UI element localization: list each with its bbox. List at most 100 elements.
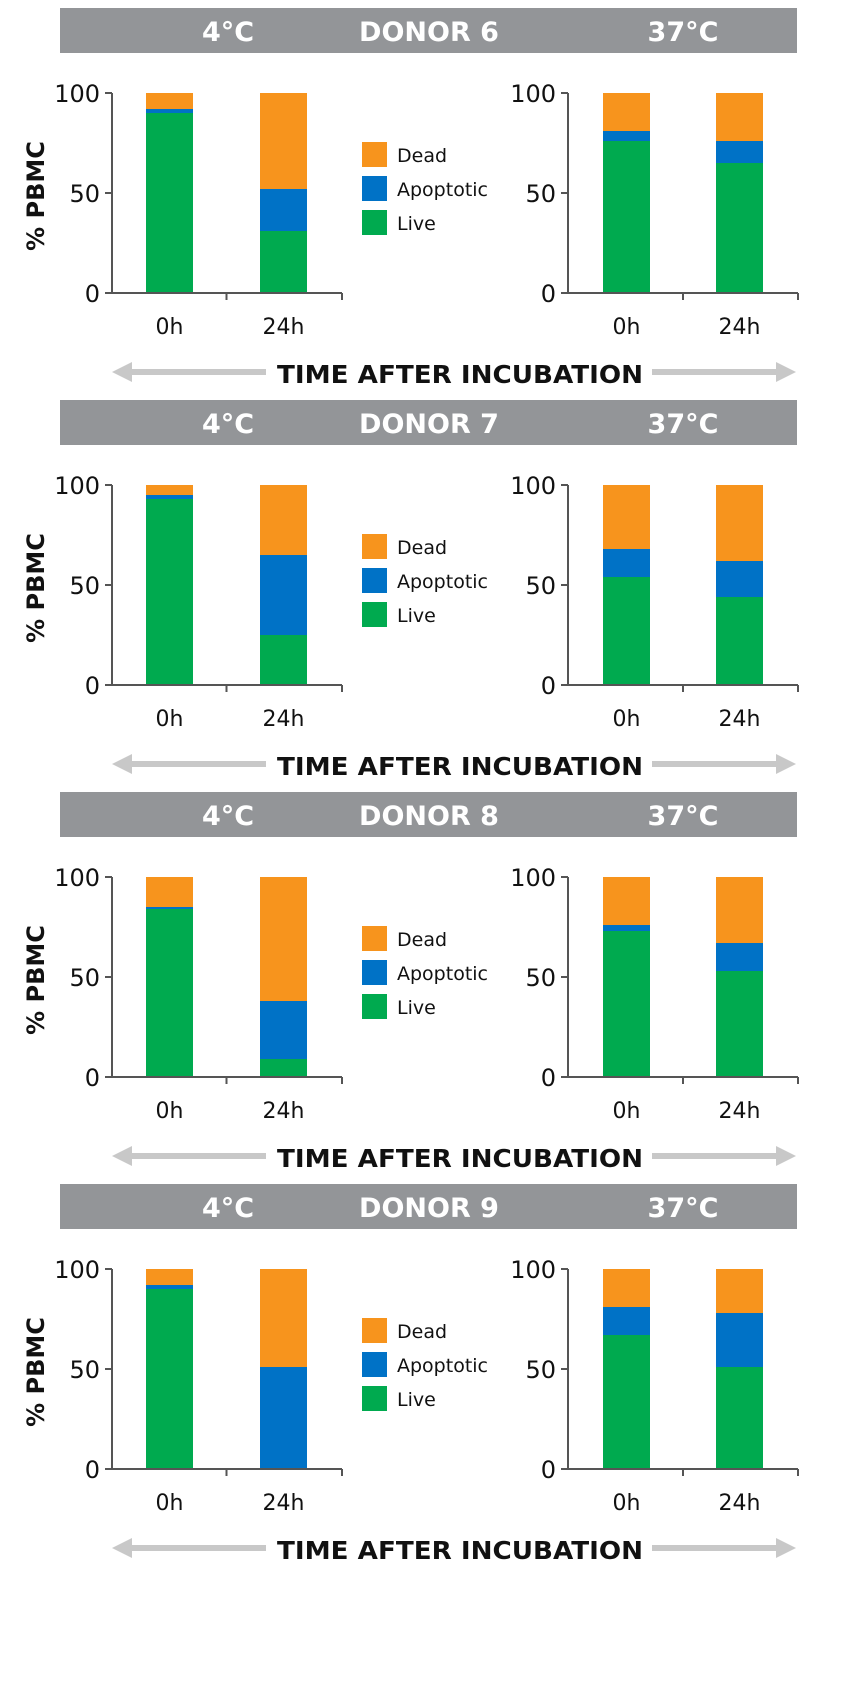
x-tick-label: 0h	[613, 1491, 641, 1516]
banner-condition-right: 37°C	[648, 409, 719, 440]
bar-dead-0h	[603, 485, 650, 549]
x-axis-title: TIME AFTER INCUBATION	[277, 752, 643, 781]
legend-label-dead: Dead	[397, 145, 447, 167]
bar-apoptotic-24h	[716, 1313, 763, 1367]
legend-swatch-apoptotic	[362, 176, 387, 201]
arrow-head-right	[776, 1538, 796, 1558]
bar-live-24h	[260, 231, 307, 293]
banner-condition-right: 37°C	[648, 17, 719, 48]
y-tick-label: 50	[525, 180, 556, 208]
x-tick-label: 24h	[263, 1491, 305, 1516]
y-tick-label: 100	[510, 472, 556, 500]
bar-live-0h	[146, 909, 193, 1077]
donor-banner	[60, 8, 797, 53]
x-tick-label: 0h	[156, 1491, 184, 1516]
legend: Dead Apoptotic Live	[362, 534, 488, 627]
legend-swatch-apoptotic	[362, 1352, 387, 1377]
bar-apoptotic-0h	[603, 131, 650, 141]
y-tick-label: 50	[69, 180, 100, 208]
x-tick-label: 0h	[613, 315, 641, 340]
bar-apoptotic-24h	[260, 1367, 307, 1469]
y-tick-label: 0	[541, 1064, 556, 1092]
arrow-head-left	[112, 1146, 132, 1166]
banner-condition-left: 4°C	[202, 801, 254, 832]
x-tick-label: 24h	[263, 1099, 305, 1124]
chart-left: 0 50 100 0h 24h	[54, 864, 343, 1124]
arrow-head-right	[776, 362, 796, 382]
x-tick-label: 24h	[263, 315, 305, 340]
time-arrow: TIME AFTER INCUBATION	[112, 752, 796, 781]
y-tick-label: 100	[510, 1256, 556, 1284]
y-axis-label: % PBMC	[22, 141, 50, 251]
legend-label-live: Live	[397, 605, 436, 627]
arrow-head-left	[112, 754, 132, 774]
time-arrow: TIME AFTER INCUBATION	[112, 1144, 796, 1173]
time-arrow: TIME AFTER INCUBATION	[112, 360, 796, 389]
bar-live-24h	[716, 597, 763, 685]
bar-dead-0h	[146, 485, 193, 495]
y-tick-label: 0	[85, 672, 100, 700]
x-tick-label: 24h	[263, 707, 305, 732]
bar-apoptotic-24h	[716, 141, 763, 163]
arrow-head-left	[112, 362, 132, 382]
y-tick-label: 0	[85, 1456, 100, 1484]
chart-left: 0 50 100 0h 24h	[54, 472, 343, 732]
legend-swatch-live	[362, 1386, 387, 1411]
legend-swatch-dead	[362, 1318, 387, 1343]
chart-right: 0 50 100 0h 24h	[510, 80, 799, 340]
y-tick-label: 50	[69, 572, 100, 600]
legend-label-live: Live	[397, 213, 436, 235]
x-tick-label: 0h	[156, 707, 184, 732]
legend-label-apoptotic: Apoptotic	[397, 963, 488, 985]
x-tick-label: 24h	[719, 1491, 761, 1516]
bar-dead-0h	[603, 93, 650, 131]
bar-apoptotic-0h	[146, 109, 193, 113]
legend-swatch-live	[362, 210, 387, 235]
y-tick-label: 100	[510, 80, 556, 108]
legend: Dead Apoptotic Live	[362, 926, 488, 1019]
chart-right: 0 50 100 0h 24h	[510, 1256, 799, 1516]
bar-dead-24h	[260, 485, 307, 555]
banner-condition-right: 37°C	[648, 801, 719, 832]
y-tick-label: 0	[541, 672, 556, 700]
bar-apoptotic-24h	[260, 189, 307, 231]
y-tick-label: 0	[85, 280, 100, 308]
donor-block: 4°C DONOR 7 37°C % PBMC 0 50 100 0h 24h 0 50 100 0h 2…	[22, 400, 799, 781]
legend-label-dead: Dead	[397, 929, 447, 951]
legend-swatch-apoptotic	[362, 960, 387, 985]
y-tick-label: 50	[525, 964, 556, 992]
x-tick-label: 0h	[156, 315, 184, 340]
bar-apoptotic-0h	[146, 1285, 193, 1289]
bar-apoptotic-0h	[603, 925, 650, 931]
banner-donor-title: DONOR 7	[359, 409, 499, 440]
bar-apoptotic-24h	[716, 943, 763, 971]
x-tick-label: 24h	[719, 707, 761, 732]
banner-donor-title: DONOR 9	[359, 1193, 499, 1224]
banner-donor-title: DONOR 8	[359, 801, 499, 832]
y-tick-label: 50	[525, 1356, 556, 1384]
legend-label-apoptotic: Apoptotic	[397, 1355, 488, 1377]
bar-dead-24h	[716, 93, 763, 141]
legend-label-dead: Dead	[397, 1321, 447, 1343]
bar-live-0h	[603, 931, 650, 1077]
legend-swatch-apoptotic	[362, 568, 387, 593]
bar-apoptotic-0h	[146, 907, 193, 909]
legend-label-dead: Dead	[397, 537, 447, 559]
donor-banner	[60, 792, 797, 837]
bar-dead-24h	[716, 1269, 763, 1313]
bar-live-24h	[260, 635, 307, 685]
x-tick-label: 0h	[156, 1099, 184, 1124]
legend-label-live: Live	[397, 997, 436, 1019]
x-axis-title: TIME AFTER INCUBATION	[277, 360, 643, 389]
y-tick-label: 100	[510, 864, 556, 892]
y-axis-label: % PBMC	[22, 533, 50, 643]
x-tick-label: 0h	[613, 707, 641, 732]
bar-live-24h	[716, 163, 763, 293]
legend: Dead Apoptotic Live	[362, 1318, 488, 1411]
bar-live-0h	[146, 499, 193, 685]
bar-apoptotic-24h	[260, 555, 307, 635]
bar-apoptotic-0h	[603, 549, 650, 577]
banner-donor-title: DONOR 6	[359, 17, 499, 48]
bar-dead-24h	[260, 1269, 307, 1367]
legend-label-apoptotic: Apoptotic	[397, 179, 488, 201]
